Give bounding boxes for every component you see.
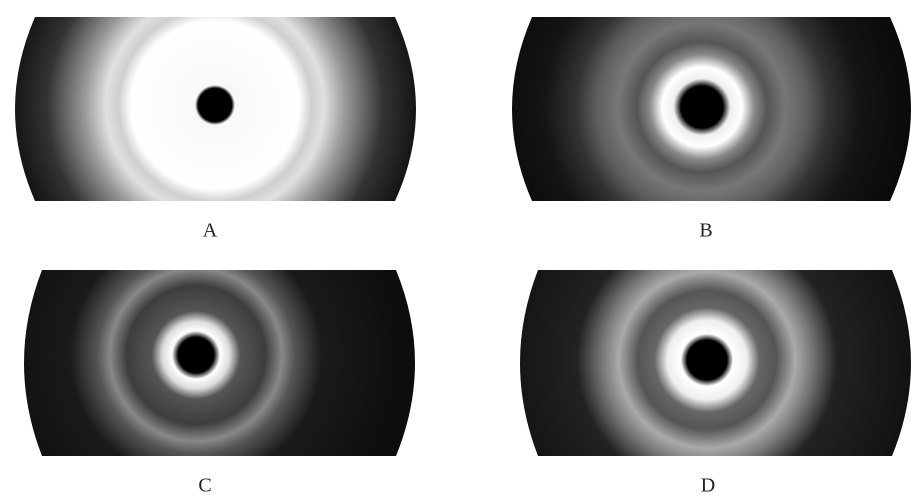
panel-b bbox=[512, 17, 911, 201]
panel-label: D bbox=[701, 475, 715, 497]
panel-label: B bbox=[699, 220, 712, 242]
page: {"panels": [{"label": "A"}, {"label": "B… bbox=[0, 0, 911, 499]
diffraction-pattern bbox=[512, 17, 911, 201]
diffraction-pattern bbox=[24, 270, 415, 456]
panel-label: A bbox=[203, 220, 218, 242]
panel-label: C bbox=[198, 475, 211, 497]
panel-a bbox=[15, 17, 416, 201]
diffraction-pattern bbox=[15, 17, 416, 201]
panel-c bbox=[24, 270, 415, 456]
diffraction-pattern bbox=[520, 270, 911, 456]
panel-d bbox=[520, 270, 911, 456]
figure: A B C D bbox=[0, 0, 911, 499]
